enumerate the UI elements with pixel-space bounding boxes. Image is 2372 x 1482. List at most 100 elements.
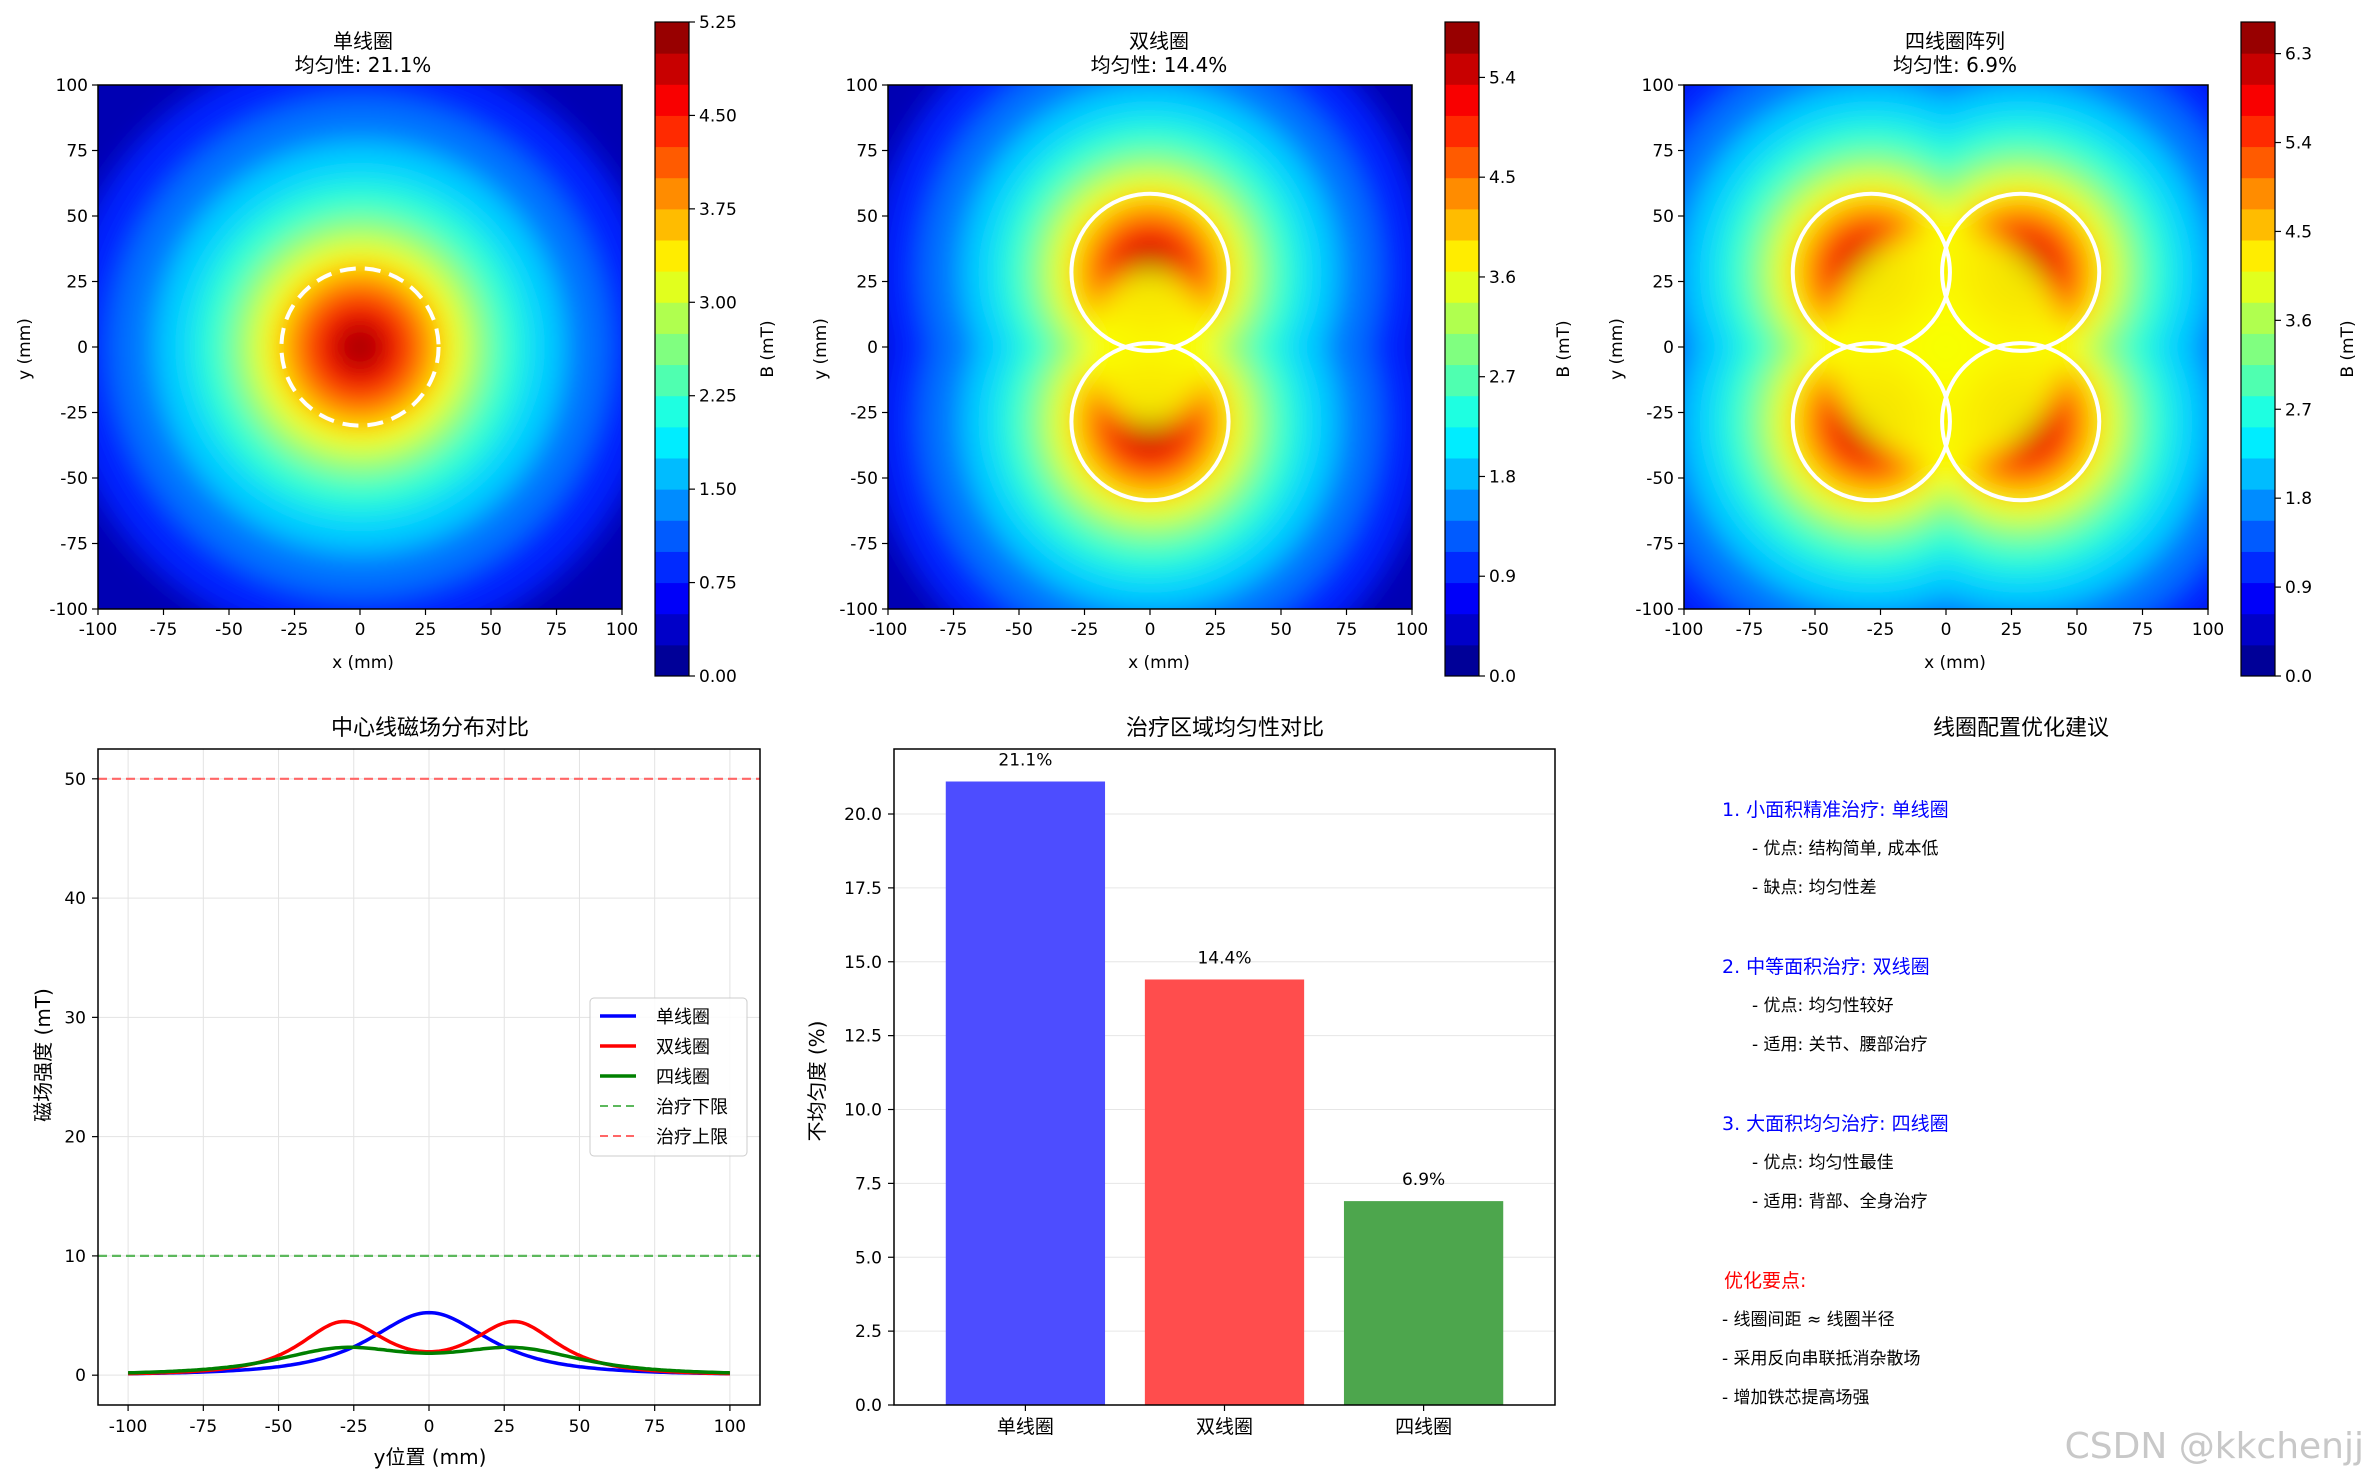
colorbar-tick-label: 4.50 (699, 106, 737, 126)
y-tick-label: 0 (1663, 338, 1674, 358)
x-tick-label: -75 (189, 1417, 217, 1437)
series-single-line (128, 1310, 730, 1376)
y-tick-label: 50 (64, 770, 86, 790)
colorbar-band (1445, 644, 1479, 677)
recommendations-title: 线圈配置优化建议 (1933, 716, 2109, 741)
colorbar-frame (1444, 21, 1480, 677)
y-tick-label: 50 (1652, 207, 1674, 227)
recommendations-panel: 线圈配置优化建议 1. 小面积精准治疗: 单线圈 - 优点: 结构简单, 成本低… (1722, 716, 2109, 1408)
y-tick-label: 25 (1652, 273, 1674, 293)
colorbar-tick-label: 5.4 (2285, 134, 2312, 154)
colorbar-tick-label: 5.25 (699, 13, 737, 33)
x-tick-label: -75 (150, 620, 178, 640)
y-tick-label: 17.5 (844, 879, 882, 899)
colorbar-band (655, 177, 689, 210)
colorbar-tick-label: 3.6 (1489, 268, 1516, 288)
line-chart-frame (97, 748, 761, 1406)
coil-outline (1940, 191, 2102, 353)
x-tick-label: 50 (2066, 620, 2088, 640)
x-tick-label: -50 (1005, 620, 1033, 640)
y-tick-label: -25 (60, 404, 88, 424)
x-tick-label: 50 (569, 1417, 591, 1437)
y-tick-label: 40 (64, 889, 86, 909)
y-tick-label: 25 (856, 273, 878, 293)
heatmap-single-cbar-label: B (mT) (758, 320, 778, 377)
colorbar-band (655, 644, 689, 677)
heatmap-double-cbar-label: B (mT) (1554, 320, 1574, 377)
colorbar-band (1445, 613, 1479, 646)
colorbar-band (655, 115, 689, 148)
heatmap-single-ylabel: y (mm) (15, 318, 35, 380)
colorbar-band (1445, 177, 1479, 210)
colorbar-band (2241, 333, 2275, 366)
colorbar-band (1445, 520, 1479, 552)
colorbar-band (2241, 240, 2275, 272)
field-bridge (1092, 268, 1208, 426)
line-chart-xlabel: y位置 (mm) (374, 1445, 487, 1469)
rec-line-1b: - 缺点: 均匀性差 (1752, 878, 1877, 898)
colorbar-tick-label: 0.0 (2285, 667, 2312, 687)
bar-value-label: 6.9% (1402, 1170, 1445, 1190)
x-tick-label: 0 (1941, 620, 1952, 640)
heatmap-single-subtitle: 均匀性: 21.1% (295, 53, 432, 77)
heatmap-contours (1684, 85, 2208, 609)
legend-label-double: 双线圈 (656, 1037, 710, 1058)
y-tick-label: 20 (64, 1128, 86, 1148)
colorbar-tick-label: 2.25 (699, 387, 737, 407)
colorbar-band (2241, 177, 2275, 210)
colorbar-band (655, 208, 689, 241)
y-tick-label: 0 (75, 1366, 86, 1386)
bar-chart-title: 治疗区域均匀性对比 (1126, 716, 1324, 741)
rec-line-2a: - 优点: 均匀性较好 (1752, 996, 1894, 1016)
y-tick-label: 0 (77, 338, 88, 358)
colorbar-band (1445, 271, 1479, 303)
colorbar-band (1445, 333, 1479, 366)
y-tick-label: -50 (60, 469, 88, 489)
y-tick-label: 100 (56, 76, 88, 96)
colorbar-band (2241, 364, 2275, 397)
heatmap-field (1684, 85, 2208, 609)
x-tick-label: 25 (493, 1417, 515, 1437)
colorbar-band (2241, 84, 2275, 116)
colorbar-band (1445, 302, 1479, 334)
rec-key-line-3: - 增加铁芯提高场强 (1722, 1388, 1870, 1408)
x-tick-label: -75 (1736, 620, 1764, 640)
x-tick-label: 75 (1336, 620, 1358, 640)
heatmap-quad-xlabel: x (mm) (1924, 653, 1986, 673)
heatmap-single-title: 单线圈 (333, 29, 393, 53)
x-tick-label: 75 (2132, 620, 2154, 640)
x-tick-label: -100 (79, 620, 118, 640)
bar (1343, 1201, 1504, 1405)
colorbar-band (2241, 146, 2275, 179)
colorbar-tick-label: 3.6 (2285, 311, 2312, 331)
coil-outline (1069, 341, 1231, 503)
colorbar-band (1445, 208, 1479, 241)
x-tick-label: -25 (1071, 620, 1099, 640)
colorbar-band (1445, 240, 1479, 272)
x-tick-label: -25 (1867, 620, 1895, 640)
y-tick-label: 75 (1652, 142, 1674, 162)
y-tick-label: -25 (1646, 404, 1674, 424)
colorbar-tick-label: 0.0 (1489, 667, 1516, 687)
colorbar-band (655, 84, 689, 116)
y-tick-label: 75 (856, 142, 878, 162)
y-tick-label: 50 (66, 207, 88, 227)
x-tick-label: -25 (281, 620, 309, 640)
colorbar-tick-label: 6.3 (2285, 45, 2312, 65)
y-tick-label: -50 (1646, 469, 1674, 489)
x-tick-label: -100 (1665, 620, 1704, 640)
rec-heading-2: 2. 中等面积治疗: 双线圈 (1722, 956, 1930, 978)
heatmap-double: 双线圈 均匀性: 14.4% x (mm) y (mm) B (mT) -100… (811, 21, 1574, 687)
colorbar-band (2241, 520, 2275, 552)
bar-chart-ylabel: 不均匀度 (%) (805, 1021, 829, 1142)
colorbar-band (2241, 115, 2275, 148)
rec-key-heading: 优化要点: (1724, 1270, 1806, 1292)
colorbar-band (655, 395, 689, 428)
y-tick-label: 50 (856, 207, 878, 227)
line-chart: 中心线磁场分布对比 y位置 (mm) 磁场强度 (mT) -100 -75 -50 -… (31, 716, 761, 1469)
y-tick-label: -75 (850, 535, 878, 555)
coil-outline (1069, 191, 1231, 353)
rec-line-2b: - 适用: 关节、腰部治疗 (1752, 1035, 1928, 1055)
x-tick-label: 双线圈 (1196, 1416, 1253, 1438)
heatmap-quad-ylabel: y (mm) (1607, 318, 1627, 380)
